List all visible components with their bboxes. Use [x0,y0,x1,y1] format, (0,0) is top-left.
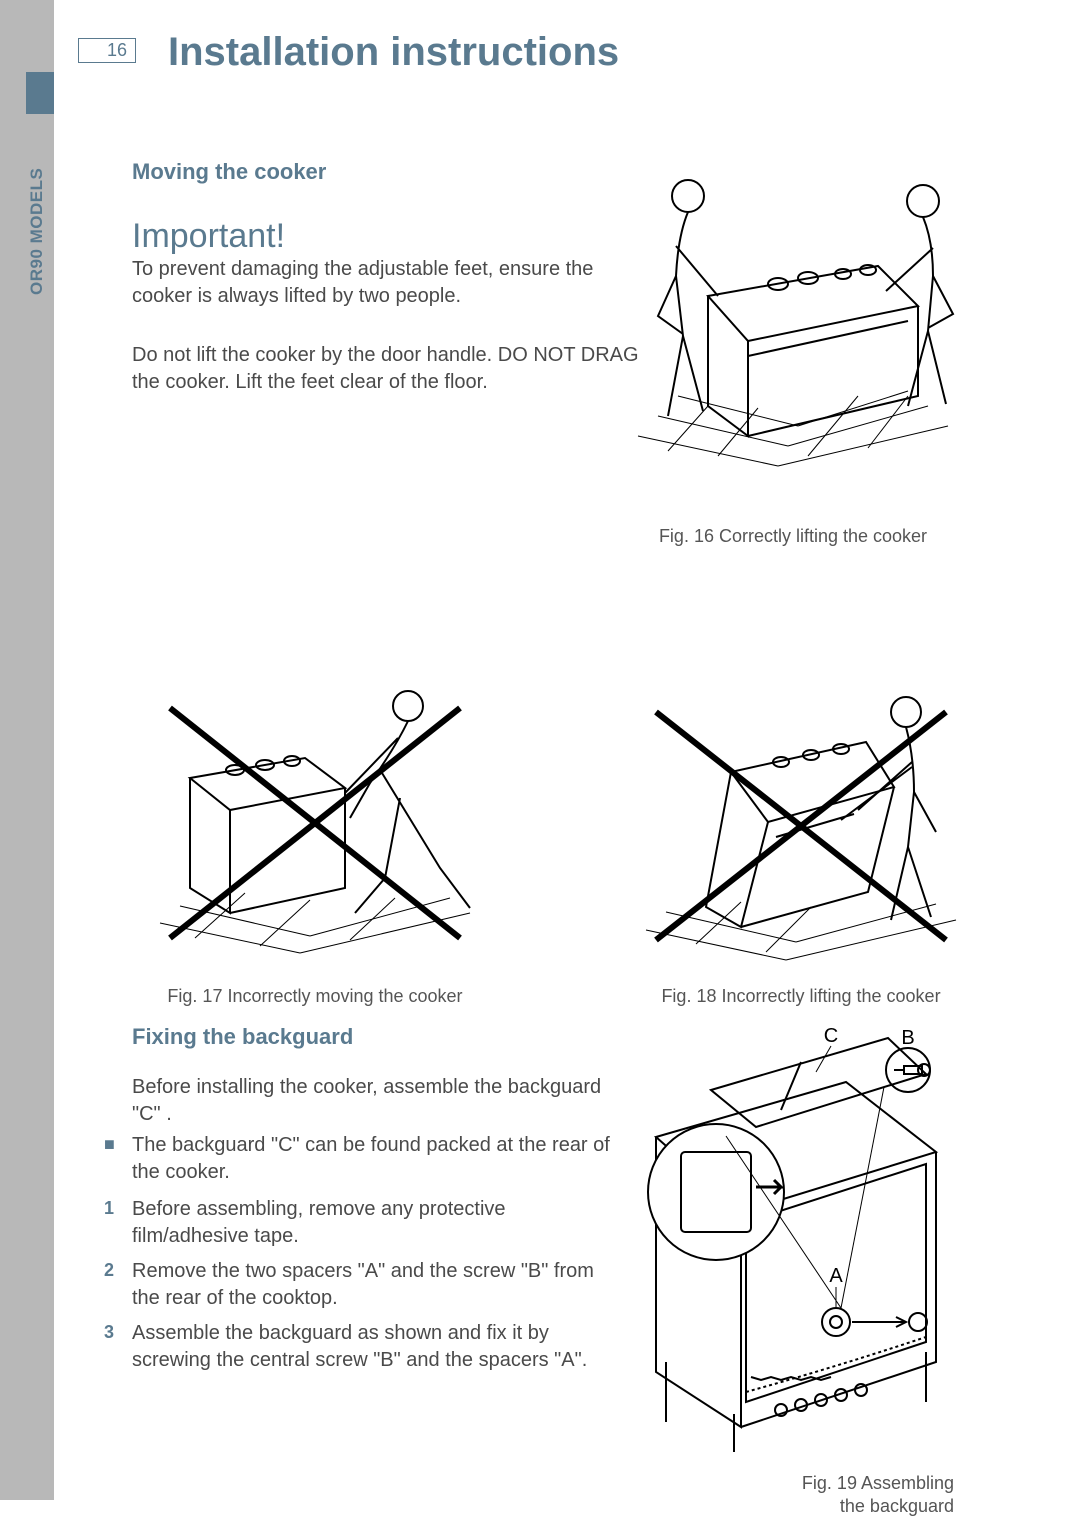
figure-19: A B C Fig. 19 Assembling the backguard [626,1022,966,1519]
page-number-badge: 16 [78,38,136,63]
fig19-illustration: A B C [626,1022,966,1462]
bullet-square-icon: ■ [104,1132,132,1157]
fixing-step-1: 1 Before assembling, remove any protecti… [104,1196,614,1250]
fig18-illustration [636,682,966,972]
fig19-caption: Fig. 19 Assembling the backguard [626,1472,966,1519]
side-tab [26,72,54,114]
figure-18: Fig. 18 Incorrectly lifting the cooker [636,682,966,1007]
fixing-bullet: ■ The backguard "C" can be found packed … [104,1132,614,1186]
fixing-step-2: 2 Remove the two spacers "A" and the scr… [104,1258,614,1312]
section-moving: Moving the cooker Important! To prevent … [132,159,652,396]
step-1-text: Before assembling, remove any protective… [132,1196,614,1250]
step-number: 1 [104,1196,132,1221]
fig17-illustration [150,678,480,968]
fixing-step-3: 3 Assemble the backguard as shown and fi… [104,1320,614,1374]
moving-p2: Do not lift the cooker by the door handl… [132,342,652,396]
fig16-caption: Fig. 16 Correctly lifting the cooker [628,526,958,547]
label-b: B [901,1027,914,1049]
heading-fixing: Fixing the backguard [132,1024,353,1050]
label-a: A [829,1265,843,1287]
step-2-text: Remove the two spacers "A" and the screw… [132,1258,614,1312]
fig18-caption: Fig. 18 Incorrectly lifting the cooker [636,986,966,1007]
fixing-intro: Before installing the cooker, assemble t… [132,1074,612,1128]
step-number: 3 [104,1320,132,1345]
figure-17: Fig. 17 Incorrectly moving the cooker [150,678,480,1007]
fixing-bullet-text: The backguard "C" can be found packed at… [132,1132,614,1186]
important-label: Important! [132,217,652,256]
step-3-text: Assemble the backguard as shown and fix … [132,1320,614,1374]
figure-16: Fig. 16 Correctly lifting the cooker [628,156,958,547]
fig17-caption: Fig. 17 Incorrectly moving the cooker [150,986,480,1007]
page-title: Installation instructions [168,30,619,75]
label-c: C [824,1025,838,1047]
heading-moving: Moving the cooker [132,159,652,185]
step-number: 2 [104,1258,132,1283]
fig16-illustration [628,156,958,472]
moving-p1: To prevent damaging the adjustable feet,… [132,256,652,310]
model-label: OR90 MODELS [27,168,47,295]
